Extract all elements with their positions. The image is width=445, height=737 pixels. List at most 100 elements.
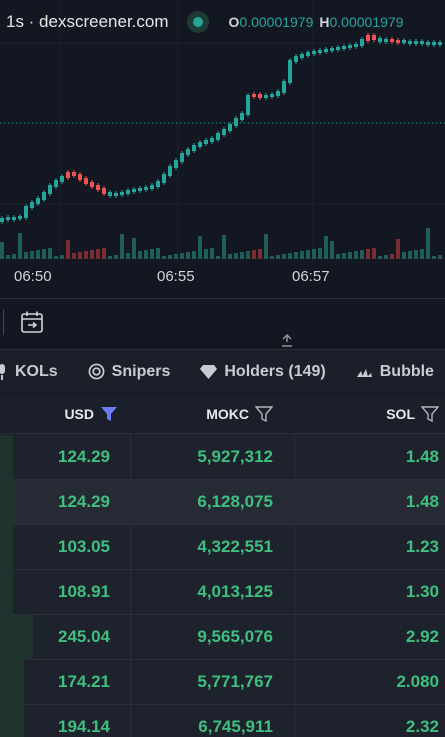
cell-sol: 1.23 [405, 537, 439, 556]
volume-bar [126, 253, 130, 259]
cell-sol: 1.48 [405, 492, 439, 511]
holders-table: USD MOKC SOL 124.29 5,927,312 1.48 124.29 6,… [0, 394, 445, 737]
volume-bar [234, 253, 238, 259]
volume-bar [48, 248, 52, 259]
candle [0, 218, 4, 222]
candle [276, 91, 280, 96]
table-row[interactable]: 124.29 6,128,075 1.48 [0, 480, 445, 525]
filter-icon[interactable] [255, 406, 273, 422]
volume-bar [12, 254, 16, 259]
volume-bar [84, 251, 88, 259]
candle [366, 35, 370, 41]
table-row[interactable]: 124.29 5,927,312 1.48 [0, 435, 445, 480]
candle [66, 172, 70, 178]
table-row[interactable]: 245.04 9,565,076 2.92 [0, 615, 445, 660]
candle [324, 49, 328, 52]
cell-sol: 2.080 [396, 672, 439, 691]
column-divider [130, 394, 131, 737]
volume-bar [354, 251, 358, 259]
volume-bar [270, 256, 274, 259]
volume-bar [246, 251, 250, 259]
candle [120, 192, 124, 195]
table-row[interactable]: 103.05 4,322,551 1.23 [0, 525, 445, 570]
cell-usd: 124.29 [58, 447, 110, 466]
candle [114, 193, 118, 196]
column-header-token[interactable]: MOKC [130, 394, 273, 434]
column-header-sol-label: SOL [386, 406, 415, 422]
candle [210, 138, 214, 142]
cell-token-amount: 9,565,076 [197, 627, 273, 646]
candle [162, 174, 166, 183]
candle [78, 174, 82, 180]
candle [138, 188, 142, 191]
cell-token-amount: 6,128,075 [197, 492, 273, 511]
column-header-token-label: MOKC [206, 406, 249, 422]
open-label: O [228, 14, 240, 30]
candle [354, 44, 358, 47]
candle [282, 81, 286, 93]
volume-bar [180, 253, 184, 259]
candle [264, 95, 268, 98]
toolbar-divider [3, 309, 4, 335]
volume-bar [138, 251, 142, 259]
high-label: H [319, 14, 330, 30]
candle [90, 182, 94, 187]
ohlc-values: O0.00001979 H0.00001979 [229, 14, 404, 30]
candle [420, 41, 424, 44]
holding-size-bar [0, 705, 25, 737]
cell-sol: 1.30 [405, 582, 439, 601]
candle [18, 216, 22, 219]
filter-icon[interactable] [421, 406, 439, 422]
table-row[interactable]: 108.91 4,013,125 1.30 [0, 570, 445, 615]
time-label-2: 06:55 [157, 268, 195, 285]
cell-sol: 1.48 [405, 447, 439, 466]
volume-bar [426, 228, 430, 259]
volume-bar [210, 248, 214, 259]
candle [48, 185, 52, 194]
volume-bar [186, 252, 190, 259]
diamond-icon [200, 364, 218, 379]
cell-token-amount: 5,927,312 [197, 447, 273, 466]
table-row[interactable]: 194.14 6,745,911 2.32 [0, 705, 445, 737]
candle [192, 145, 196, 151]
column-header-sol[interactable]: SOL [294, 394, 439, 434]
holding-size-bar [0, 570, 14, 614]
price-chart[interactable]: 1s · dexscreener.com O0.00001979 H0.0000… [0, 0, 445, 300]
holding-size-bar [0, 435, 14, 479]
volume-bar [150, 249, 154, 259]
volume-bar [78, 252, 82, 259]
calendar-range-icon[interactable] [20, 310, 44, 339]
candlestick-chart[interactable] [0, 0, 445, 300]
candle [228, 124, 232, 131]
volume-bar [204, 249, 208, 259]
table-row[interactable]: 174.21 5,771,767 2.080 [0, 660, 445, 705]
holding-size-bar [0, 480, 16, 524]
volume-bar [312, 249, 316, 259]
tab-bubble[interactable]: Bubble [356, 363, 434, 381]
candle [126, 190, 130, 194]
volume-bar [366, 249, 370, 259]
candle [330, 48, 334, 51]
cell-token-amount: 6,745,911 [198, 717, 273, 736]
candle [12, 217, 16, 220]
cell-token-amount: 4,013,125 [197, 582, 273, 601]
tab-snipers[interactable]: Snipers [88, 363, 170, 381]
candle [432, 42, 436, 45]
candle [384, 39, 388, 42]
candle [342, 46, 346, 49]
cell-token-amount: 4,322,551 [197, 537, 273, 556]
cell-sol: 2.32 [405, 717, 439, 736]
column-header-usd[interactable]: USD [0, 394, 118, 434]
tab-holders[interactable]: Holders (149) [200, 363, 326, 381]
candle [306, 52, 310, 56]
volume-bar [420, 249, 424, 259]
candle [252, 94, 256, 97]
volume-bar [18, 233, 22, 259]
filter-active-icon[interactable] [100, 406, 118, 422]
volume-bar [384, 255, 388, 259]
tab-kols[interactable]: KOLs [0, 363, 58, 381]
volume-bar [156, 248, 160, 259]
volume-bar [438, 255, 442, 259]
candle [24, 206, 28, 218]
volume-bar [72, 253, 76, 259]
